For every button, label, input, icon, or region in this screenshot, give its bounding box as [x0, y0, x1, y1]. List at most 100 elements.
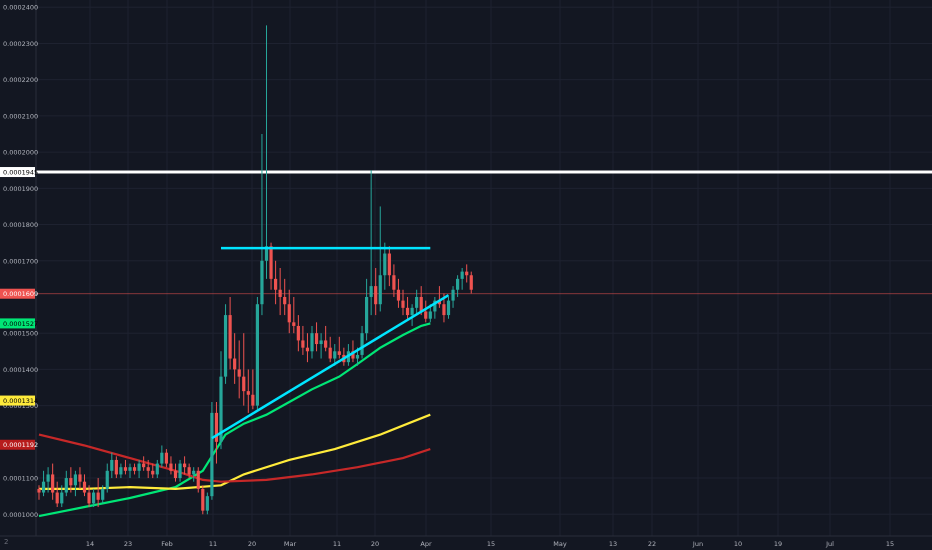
candle-body: [55, 492, 59, 504]
moving-average-line: [38, 433, 431, 483]
price-tick-label: 0.0002000: [3, 149, 38, 157]
time-tick-label: Feb: [161, 540, 173, 548]
time-axis[interactable]: 14 23 Feb 11 20 Mar 11 20 Apr 15 May 13 22 Jun 10 19 Jul…: [0, 535, 932, 550]
candle-body: [210, 412, 214, 497]
time-tick-label: Jun: [692, 540, 703, 548]
time-tick-label: 15: [487, 540, 495, 548]
price-tick-label: 0.0001700: [3, 257, 38, 265]
candle-body: [378, 275, 382, 305]
time-tick-label: Apr: [420, 540, 432, 548]
candle-body: [292, 322, 296, 326]
candle-body: [187, 467, 191, 475]
candle-body: [296, 325, 300, 341]
price-tick-label: 0.0001900: [3, 185, 38, 193]
candle-body: [314, 333, 319, 345]
candle-body: [69, 478, 73, 486]
candle-body: [301, 340, 305, 348]
candle-body: [183, 463, 187, 468]
candle-body: [305, 347, 310, 352]
candle-body: [451, 289, 455, 301]
time-axis-background: [0, 536, 932, 550]
candle-body: [465, 271, 469, 276]
price-tick-label: 0.0001500: [3, 330, 38, 338]
candle-body: [205, 496, 209, 511]
time-tick-label: 11: [209, 540, 217, 548]
candle-body: [383, 253, 387, 276]
candle-body: [374, 286, 378, 305]
trendlines[interactable]: [211, 246, 450, 440]
candle-body: [460, 271, 464, 279]
candle-body: [169, 463, 173, 471]
settings-corner-label[interactable]: 2: [4, 538, 8, 546]
candle-body: [128, 467, 132, 471]
price-label-tag: [0, 439, 35, 450]
time-tick-label: May: [553, 540, 567, 548]
time-tick-label: 22: [648, 540, 656, 548]
candle-body: [46, 474, 50, 482]
candle-body: [196, 470, 200, 489]
time-tick-label: 23: [124, 540, 132, 548]
candle-body: [160, 452, 164, 464]
candle-body: [433, 300, 437, 312]
candle-body: [246, 391, 250, 395]
time-tick-label: 11: [333, 540, 341, 548]
price-tick-label: 0.0001400: [3, 366, 38, 374]
time-tick-label: 13: [609, 540, 617, 548]
candle-body: [223, 315, 228, 377]
candle-body: [201, 488, 205, 511]
moving-average-lines: [38, 322, 431, 518]
price-axis[interactable]: 0.0002400 0.0002300 0.0002200 0.0002100 0.00…: [0, 0, 38, 536]
moving-average-line: [38, 322, 431, 518]
candle-body: [114, 459, 118, 475]
candle-body: [51, 474, 55, 493]
candle-body: [101, 488, 105, 500]
candle-body: [274, 278, 278, 290]
candle-body: [251, 394, 255, 406]
price-label-tag: [0, 288, 35, 299]
time-tick-label: Jul: [825, 540, 834, 548]
candle-body: [173, 470, 178, 479]
candle-body: [87, 492, 91, 504]
candle-body: [324, 340, 328, 348]
candle-body: [73, 474, 77, 486]
candle-body: [360, 333, 364, 355]
candle-body: [446, 300, 451, 316]
price-tick-label: 0.0001100: [3, 475, 38, 483]
candle-body: [415, 296, 419, 308]
candle-body: [387, 253, 391, 276]
candle-body: [319, 340, 323, 345]
candle-body: [164, 452, 168, 464]
candle-body: [310, 333, 314, 352]
candle-body: [123, 467, 128, 471]
candle-body: [283, 296, 287, 305]
candle-body: [392, 275, 396, 290]
candle-body: [428, 311, 432, 319]
candle-body: [214, 412, 219, 442]
candle-body: [151, 470, 155, 475]
price-label-text: 0.0001945: [3, 169, 38, 177]
candle-body: [92, 492, 96, 504]
candle-body: [192, 470, 196, 475]
candle-body: [233, 358, 237, 370]
price-tick-label: 0.0001000: [3, 511, 38, 519]
candle-body: [424, 311, 428, 319]
trendline: [211, 294, 450, 440]
candle-body: [337, 351, 341, 355]
candle-body: [78, 474, 82, 482]
price-tick-label: 0.0002100: [3, 112, 38, 120]
candle-body: [41, 481, 46, 493]
candle-body: [469, 275, 473, 290]
time-tick-label: 20: [371, 540, 379, 548]
candle-body: [442, 304, 446, 316]
price-label-text: 0.0001192: [3, 441, 38, 449]
price-label-text: 0.0001314: [3, 397, 38, 405]
candle-body: [178, 463, 182, 479]
candle-body: [219, 376, 223, 442]
price-label-text: 0.0001527: [3, 320, 38, 328]
time-tick-label: 19: [774, 540, 782, 548]
candle-body: [365, 296, 369, 334]
candle-body: [437, 300, 441, 305]
candle-body: [333, 351, 337, 359]
candle-body: [132, 467, 137, 471]
